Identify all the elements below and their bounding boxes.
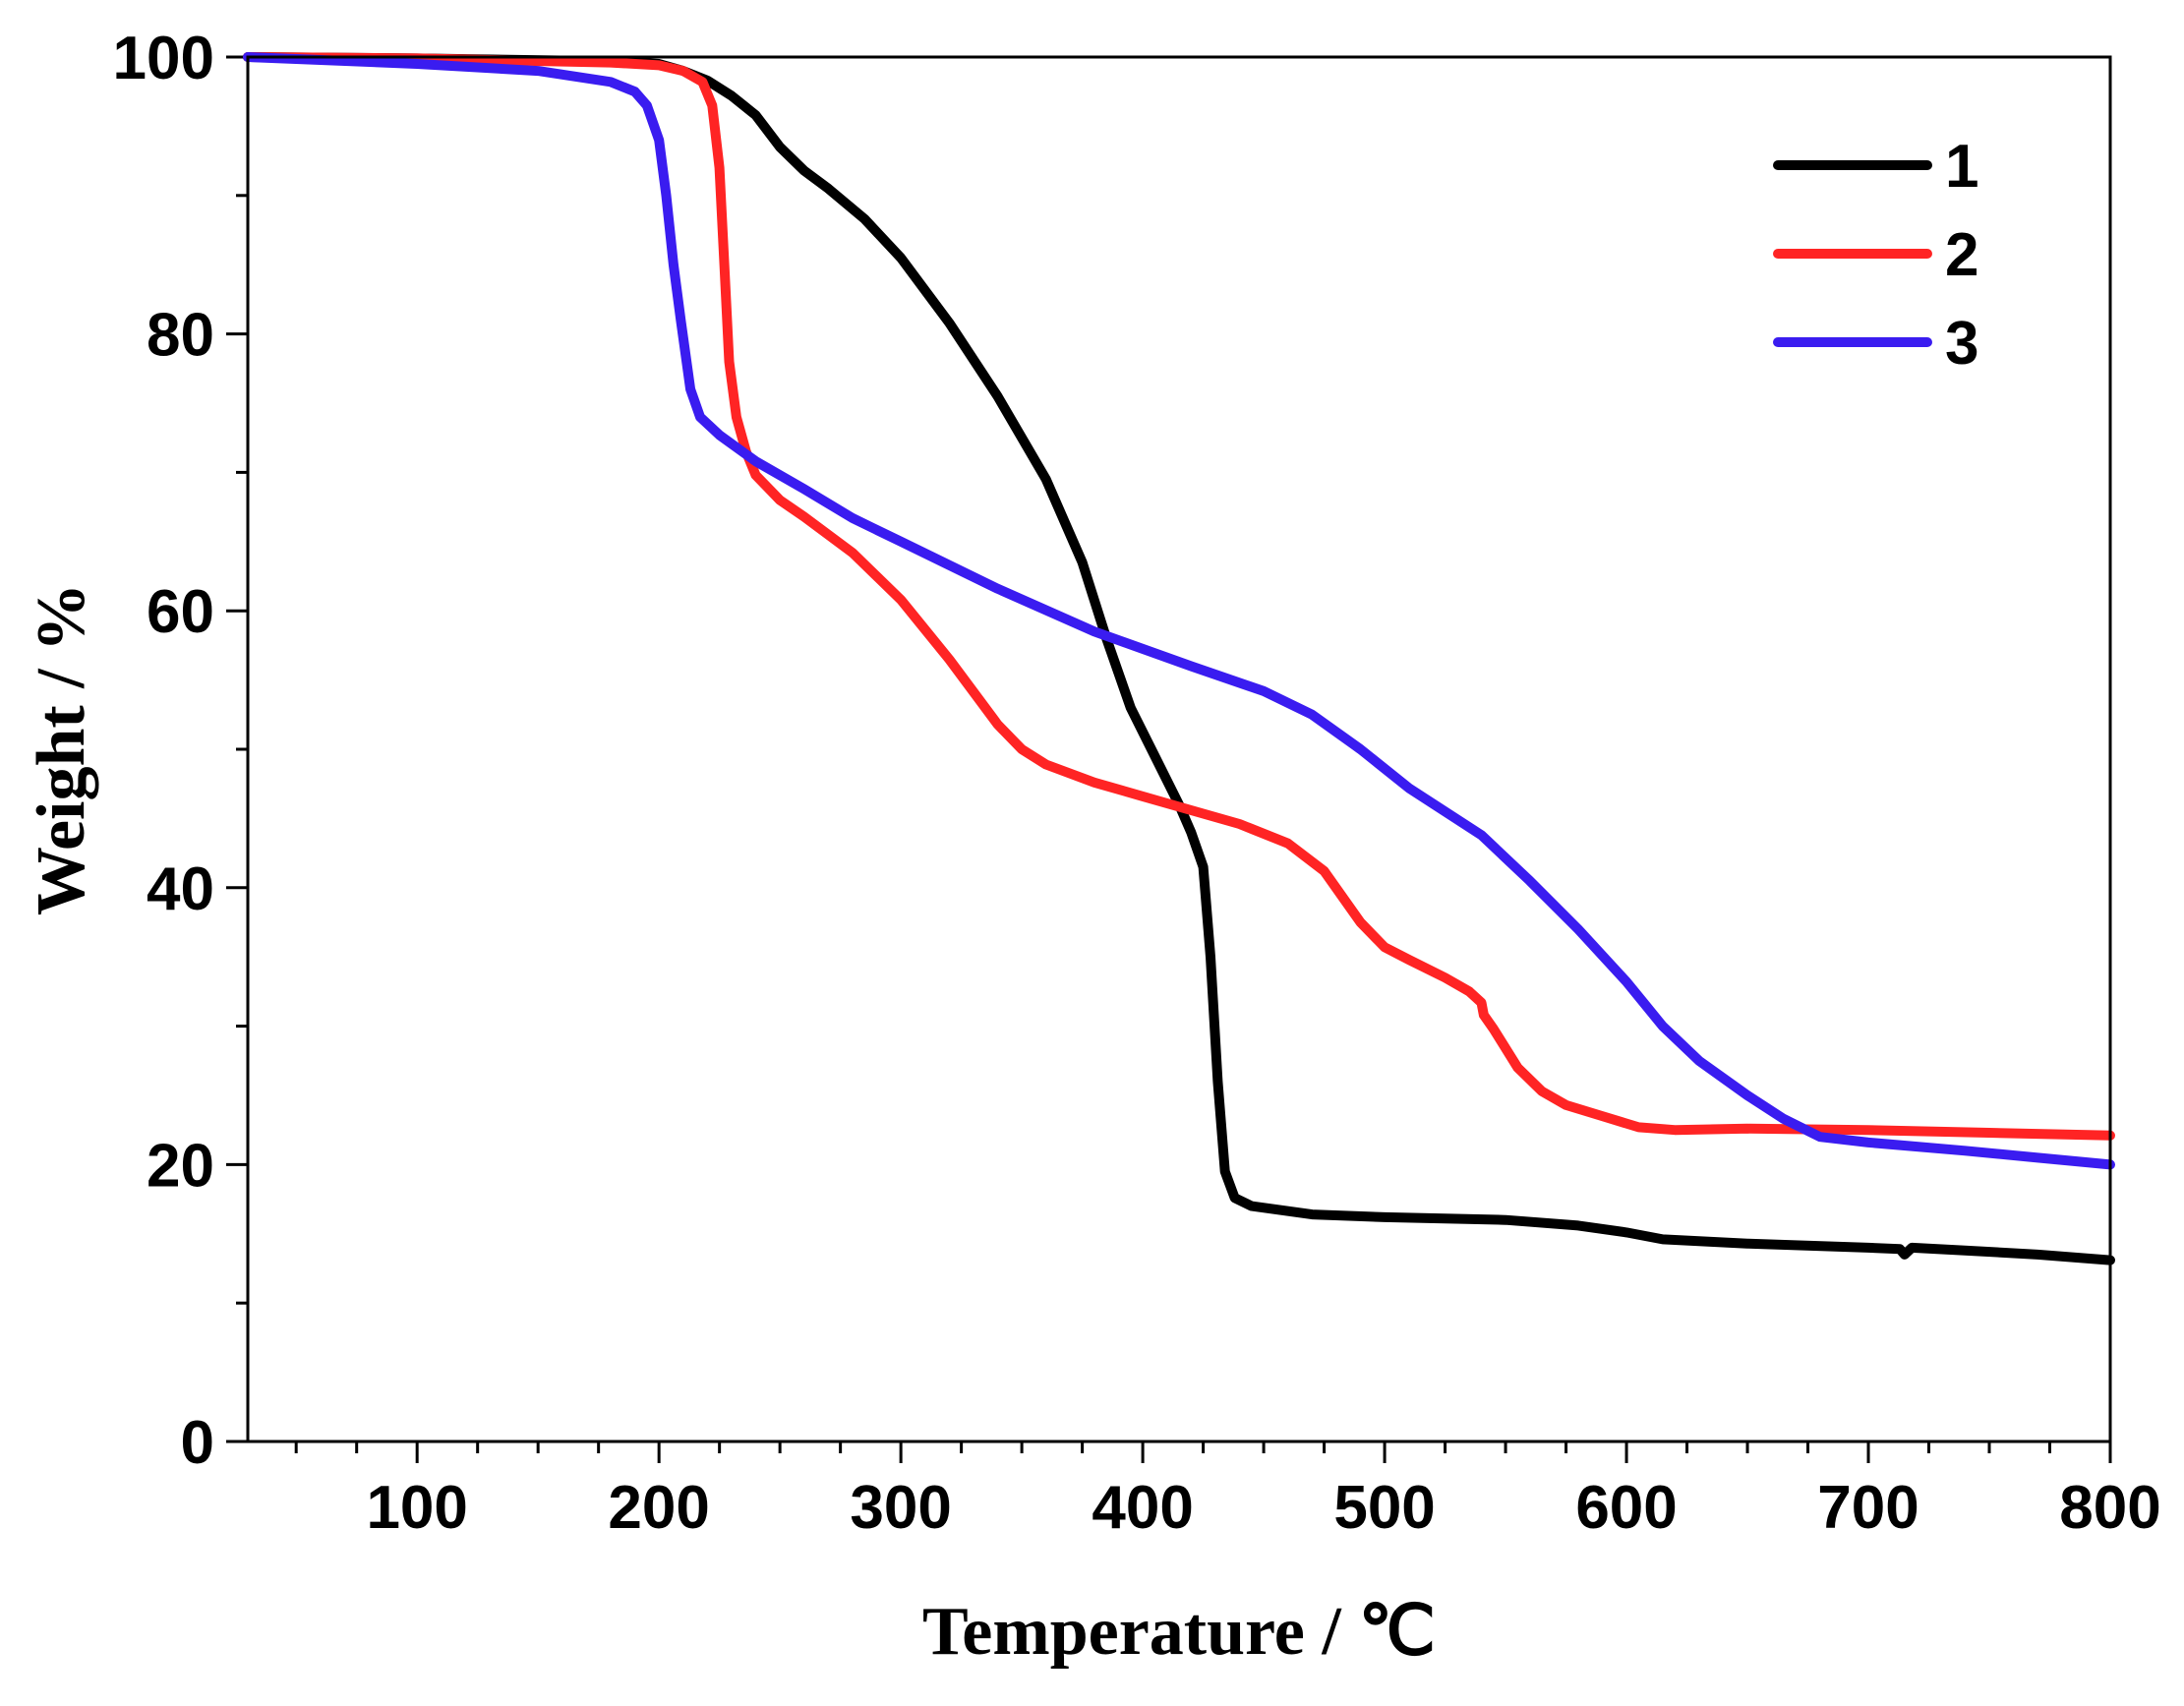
legend: 1 2 3 xyxy=(1773,133,1978,378)
legend-label-2: 2 xyxy=(1945,221,1978,289)
plot-area-frame xyxy=(246,55,2112,1443)
legend-label-1: 1 xyxy=(1945,133,1978,201)
y-tick-label: 0 xyxy=(181,1409,214,1477)
x-tick-label: 200 xyxy=(608,1474,709,1542)
y-axis-title: Weight / % xyxy=(24,583,99,915)
x-tick-label: 600 xyxy=(1575,1474,1677,1542)
x-tick-label: 800 xyxy=(2059,1474,2160,1542)
y-axis-ticks: 0 20 40 60 80 100 xyxy=(113,25,248,1477)
x-tick-label: 400 xyxy=(1092,1474,1193,1542)
x-tick-label: 700 xyxy=(1817,1474,1918,1542)
x-tick-label: 100 xyxy=(366,1474,467,1542)
x-tick-label: 300 xyxy=(850,1474,951,1542)
series-layer xyxy=(243,52,2115,1265)
legend-label-3: 3 xyxy=(1945,310,1978,378)
y-tick-label: 40 xyxy=(147,855,214,923)
y-tick-label: 80 xyxy=(147,302,214,370)
y-tick-label: 20 xyxy=(147,1132,214,1200)
series-line-1 xyxy=(243,52,2115,1265)
y-tick-label: 100 xyxy=(113,25,214,92)
y-tick-label: 60 xyxy=(147,578,214,646)
series-line-3 xyxy=(243,52,2115,1170)
x-axis-title: Temperature / ℃ xyxy=(922,1594,1436,1670)
x-axis-ticks: 100 200 300 400 500 600 700 800 xyxy=(294,1441,2161,1542)
x-tick-label: 500 xyxy=(1333,1474,1435,1542)
series-line-2 xyxy=(243,52,2115,1141)
